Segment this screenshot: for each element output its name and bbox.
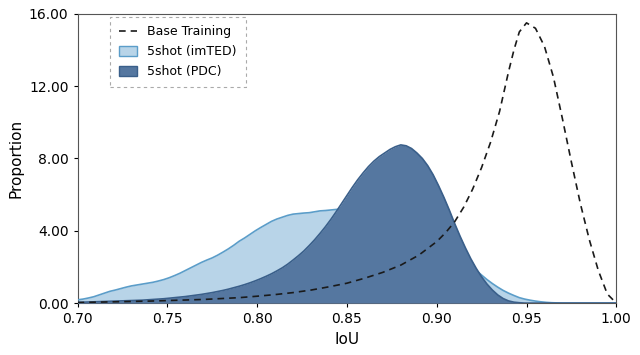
X-axis label: IoU: IoU xyxy=(334,332,360,347)
Y-axis label: Proportion: Proportion xyxy=(8,119,23,198)
Legend: Base Training, 5shot (imTED), 5shot (PDC): Base Training, 5shot (imTED), 5shot (PDC… xyxy=(110,17,246,87)
